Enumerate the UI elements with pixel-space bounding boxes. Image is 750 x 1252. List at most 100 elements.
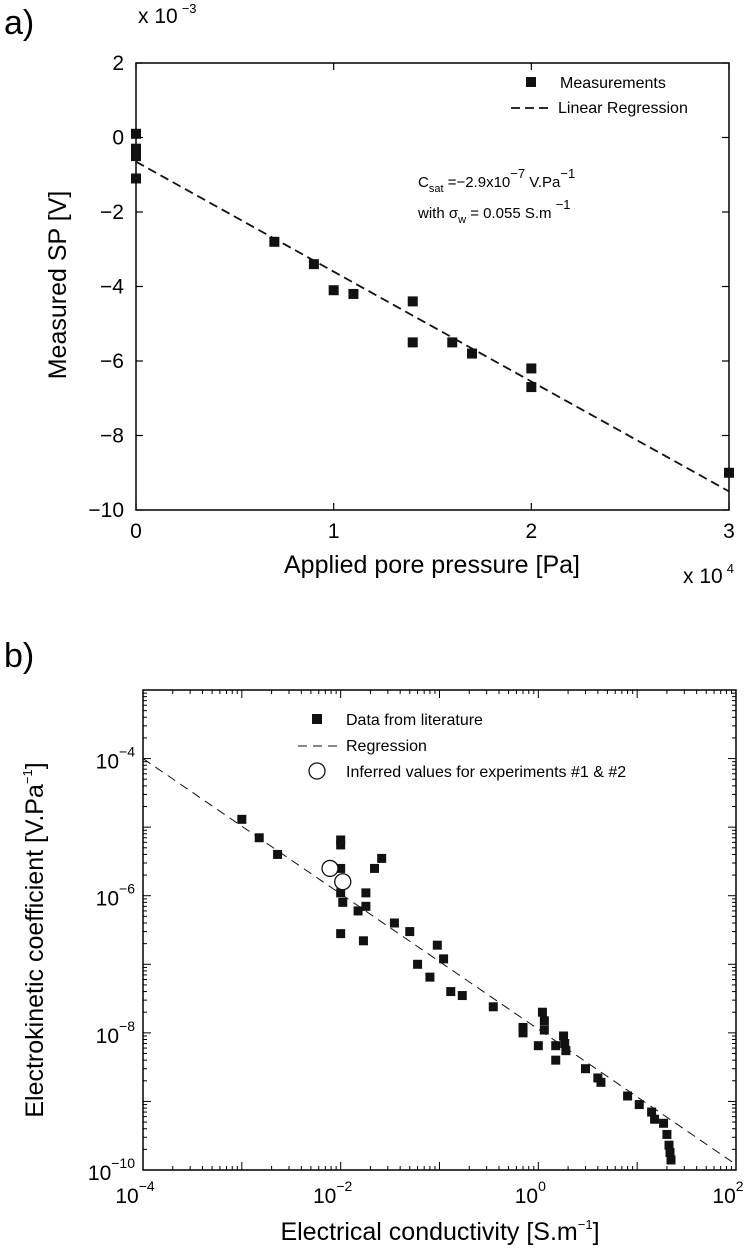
y-tick-label: −2 bbox=[100, 201, 124, 224]
panel-a-x-tick-labels: 0 1 2 3 bbox=[130, 520, 735, 543]
data-point bbox=[336, 835, 346, 845]
data-point bbox=[526, 363, 537, 374]
data-point bbox=[724, 467, 734, 478]
annotation-c-sat: Csat =−2.9x10−7 V.Pa−1 bbox=[418, 166, 575, 195]
y-tick-label: 2 bbox=[112, 52, 124, 75]
panel-a-ticks bbox=[135, 62, 730, 511]
data-point bbox=[131, 143, 141, 154]
data-point bbox=[634, 1100, 644, 1110]
data-point bbox=[439, 954, 449, 964]
x-tick-label: 10−2 bbox=[313, 1178, 353, 1208]
panel-b-axes-box bbox=[142, 689, 737, 1171]
data-point bbox=[560, 1038, 570, 1048]
panel-a-x-axis-label: Applied pore pressure [Pa] bbox=[284, 551, 580, 579]
legend-label-inferred: Inferred values for experiments #1 & #2 bbox=[346, 764, 626, 781]
data-point bbox=[336, 840, 346, 850]
data-point bbox=[666, 1155, 676, 1165]
data-point bbox=[269, 236, 280, 247]
data-point bbox=[413, 959, 423, 969]
data-point bbox=[361, 888, 371, 898]
data-point bbox=[348, 288, 359, 299]
data-point bbox=[273, 849, 283, 859]
data-point bbox=[580, 1064, 590, 1074]
data-point bbox=[539, 1025, 549, 1035]
y-tick-label: −6 bbox=[100, 350, 124, 373]
data-point bbox=[336, 863, 346, 873]
x-tick-label: 3 bbox=[723, 520, 735, 543]
data-point bbox=[551, 1055, 561, 1065]
y-tick-label: 0 bbox=[112, 127, 124, 150]
data-point bbox=[336, 888, 346, 898]
regression-line bbox=[135, 160, 730, 493]
x-tick-label: 102 bbox=[712, 1178, 743, 1208]
data-point bbox=[336, 929, 346, 939]
data-point bbox=[457, 991, 467, 1001]
data-point bbox=[389, 918, 399, 928]
annotation-sigma-w: with σw = 0.055 S.m −1 bbox=[417, 197, 571, 226]
data-point bbox=[467, 348, 478, 359]
y-tick-label: −4 bbox=[100, 276, 124, 299]
data-point bbox=[446, 987, 456, 997]
y-tick-label: −10 bbox=[88, 499, 124, 522]
data-point bbox=[559, 1031, 569, 1041]
data-point bbox=[308, 259, 319, 270]
panel-a-legend: Measurements Linear Regression bbox=[511, 75, 688, 117]
data-point bbox=[237, 814, 247, 824]
legend-label-literature: Data from literature bbox=[346, 712, 483, 729]
data-point bbox=[131, 151, 141, 162]
data-point bbox=[432, 940, 442, 950]
legend-marker-literature bbox=[312, 714, 322, 724]
data-point bbox=[551, 1041, 561, 1051]
legend-marker-inferred bbox=[308, 762, 326, 780]
data-point bbox=[526, 382, 537, 393]
panel-b-legend: Data from literature Regression Inferred… bbox=[298, 712, 626, 781]
data-point bbox=[623, 1091, 633, 1101]
y-tick-label: −8 bbox=[100, 425, 124, 448]
panel-b-label: b) bbox=[4, 637, 34, 675]
data-point bbox=[353, 906, 363, 916]
data-point bbox=[377, 853, 387, 863]
data-point bbox=[358, 936, 368, 946]
panel-b-series bbox=[142, 758, 737, 1165]
panel-a-plot: 0 1 2 3 2 0 −2 −4 −6 −8 −10 x 10 −3 x 10 4 Applied … bbox=[44, 1, 735, 588]
data-point bbox=[537, 1007, 547, 1017]
data-point bbox=[361, 901, 371, 911]
data-point bbox=[405, 927, 415, 937]
data-point bbox=[407, 337, 418, 348]
panel-a-label: a) bbox=[4, 4, 34, 42]
panel-b-ticks bbox=[142, 690, 736, 1171]
panel-b-x-tick-labels: 10−4 10−2 100 102 bbox=[115, 1178, 743, 1208]
data-point bbox=[647, 1107, 657, 1117]
x-tick-label: 100 bbox=[515, 1178, 546, 1208]
panel-a-x-scale-factor: x 10 4 bbox=[683, 561, 734, 588]
inferred-point bbox=[334, 873, 352, 891]
data-point bbox=[328, 285, 339, 296]
x-tick-label: 1 bbox=[328, 520, 340, 543]
data-point bbox=[488, 1002, 498, 1012]
legend-label-regression-b: Regression bbox=[346, 738, 427, 755]
panel-b-x-axis-label: Electrical conductivity [S.m−1] bbox=[280, 1217, 599, 1246]
legend-label-regression: Linear Regression bbox=[558, 100, 688, 117]
legend-marker-measurements bbox=[526, 77, 536, 87]
data-point bbox=[596, 1077, 606, 1087]
data-point bbox=[539, 1016, 549, 1026]
y-tick-label: 10−6 bbox=[96, 881, 136, 911]
legend-label-measurements: Measurements bbox=[560, 75, 666, 92]
data-point bbox=[518, 1022, 528, 1032]
data-point bbox=[650, 1114, 660, 1124]
panel-b-plot: 10−4 10−2 100 102 10−10 10−8 10−6 10−4 Electri… bbox=[20, 689, 744, 1246]
panel-a-y-tick-labels: 2 0 −2 −4 −6 −8 −10 bbox=[88, 52, 124, 522]
data-point bbox=[664, 1140, 674, 1150]
panel-a-y-scale-factor: x 10 −3 bbox=[138, 1, 197, 28]
x-tick-label: 10−4 bbox=[115, 1178, 155, 1208]
data-point bbox=[518, 1028, 528, 1038]
data-point bbox=[665, 1147, 675, 1157]
data-point bbox=[561, 1046, 571, 1056]
data-point bbox=[533, 1041, 543, 1051]
data-point bbox=[338, 897, 348, 907]
y-tick-label: 10−4 bbox=[96, 744, 136, 774]
panel-b-y-tick-labels: 10−10 10−8 10−6 10−4 bbox=[88, 744, 135, 1185]
x-tick-label: 2 bbox=[525, 520, 537, 543]
y-tick-label: 10−8 bbox=[96, 1018, 136, 1048]
